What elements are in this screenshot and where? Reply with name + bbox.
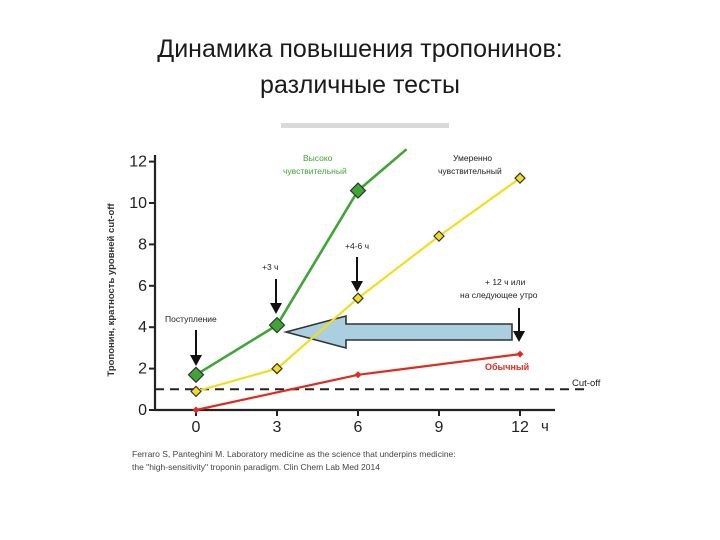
label-moderate-line1: Умеренно [453,153,492,163]
x-tick-label: 9 [435,419,444,436]
arrow-12h [513,308,525,342]
y-tick-label: 12 [129,154,147,171]
label-3h: +3 ч [262,262,278,272]
series-1-point [268,316,286,334]
series-3-point [516,350,524,358]
label-12h-line1: + 12 ч или [485,277,526,287]
cropped-text-remnant [281,123,449,128]
label-high-line2: чувствительный [283,166,347,176]
label-high-line1: Высоко [303,153,333,163]
series-3-point [354,371,362,379]
x-tick-label: 3 [273,419,282,436]
y-tick-label: 4 [138,319,147,336]
label-normal: Обычный [485,362,529,372]
arrow-admission [190,330,202,366]
series-1-point [349,182,367,199]
reference-line-1: Ferraro S, Panteghini M. Laboratory medi… [132,449,456,459]
series-2-point [190,385,202,398]
series-3-point [192,406,200,414]
label-4-6h: +4-6 ч [345,241,369,251]
slide-title-line-1: Динамика повышения тропонинов: [157,35,563,63]
x-tick-label: 0 [192,419,201,436]
y-tick-label: 2 [138,361,147,378]
x-tick-label: 6 [354,419,363,436]
series-line-3 [195,353,521,412]
series-1-point [187,366,205,384]
y-tick-label: 6 [138,278,147,295]
series-line-1 [195,148,408,376]
label-moderate-line2: чувствительный [438,166,502,176]
x-tick-label: 12 [511,419,529,436]
y-tick-label: 8 [138,236,147,253]
series-2-point [514,172,526,185]
series-2-point [271,362,283,375]
y-tick-label: 0 [138,402,147,419]
slide-title-line-2: различные тесты [260,71,460,99]
label-12h-line2: на следующее утро [460,290,538,300]
arrow-4-6h [351,257,363,292]
label-admission: Поступление [165,314,217,324]
x-unit-label: ч [541,418,549,435]
series-2-point [433,230,445,242]
y-tick-label: 10 [129,195,147,212]
arrow-3h [270,279,282,314]
comparison-arrow [282,314,513,350]
cutoff-label: Cut-off [572,378,601,389]
series-2-point [352,292,364,305]
reference-line-2: the "high-sensitivity" troponin paradigm… [132,462,380,472]
y-axis-title: Тропонин, кратность уровней cut-off [106,203,117,377]
